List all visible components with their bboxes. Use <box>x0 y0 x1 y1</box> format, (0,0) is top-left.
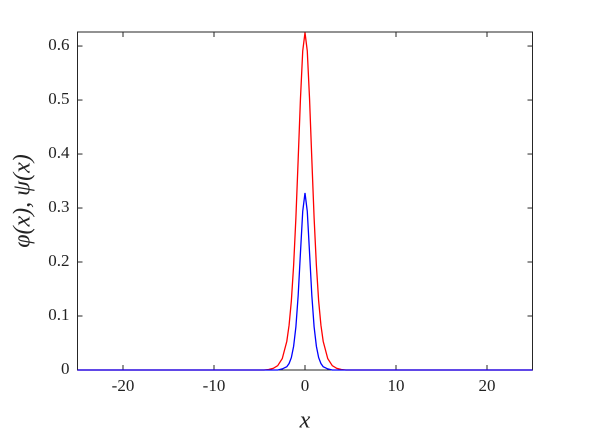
x-tick-label: -20 <box>112 376 135 395</box>
y-tick-label: 0.1 <box>48 305 69 324</box>
y-tick-label: 0.5 <box>48 89 69 108</box>
x-tick-label: 10 <box>388 376 405 395</box>
x-tick-label: 0 <box>301 376 310 395</box>
y-tick-label: 0 <box>61 359 70 378</box>
y-tick-label: 0.2 <box>48 251 69 270</box>
plot-frame <box>77 31 533 371</box>
data-line <box>77 32 533 371</box>
x-axis-label: x <box>299 408 311 434</box>
x-tick-label: 20 <box>479 376 496 395</box>
y-tick-label: 0.6 <box>48 35 69 54</box>
y-tick-label: 0.4 <box>48 143 70 162</box>
y-tick-label: 0.3 <box>48 197 69 216</box>
data-line <box>77 192 533 371</box>
y-axis-label: φ(x), ψ(x) <box>10 154 36 247</box>
x-tick-label: -10 <box>203 376 226 395</box>
